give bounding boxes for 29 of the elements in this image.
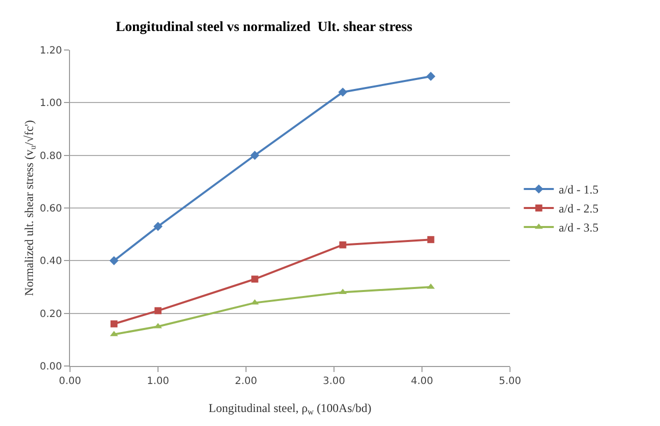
y-tick-label: 0.00	[40, 362, 62, 372]
x-tick-label: 0.00	[58, 376, 82, 387]
y-tick-label: 0.80	[40, 150, 62, 162]
y-tick-label: 0.60	[40, 204, 62, 214]
chart-title: Longitudinal steel vs normalized Ult. shear stress	[116, 20, 413, 36]
x-tick-label: 5.00	[498, 376, 522, 387]
point	[250, 150, 260, 160]
y-tick-label: 0.20	[40, 308, 62, 320]
point	[154, 307, 162, 314]
legend-label: a/d - 3.5	[558, 220, 598, 235]
y-tick-label: 0.40	[40, 256, 62, 268]
point	[339, 241, 346, 248]
x-tick-label: 1.00	[146, 376, 170, 387]
x-tick-label: 2.00	[234, 376, 258, 387]
point	[427, 236, 434, 244]
point	[110, 320, 118, 328]
x-axis-title: Longitudinal steel, ρ$_{w}$ (100As/bd)	[208, 401, 372, 417]
x-tick-label: 3.00	[322, 376, 346, 387]
point	[109, 256, 119, 266]
y-tick-label: 1.00	[40, 98, 62, 110]
legend-label: a/d - 2.5	[558, 202, 598, 216]
point	[338, 88, 348, 97]
point	[153, 222, 163, 231]
y-tick-label: 1.20	[40, 46, 62, 56]
point	[338, 288, 347, 294]
x-tick-label: 4.00	[410, 376, 434, 387]
point	[251, 276, 258, 283]
legend-label: a/d - 1.5	[558, 182, 598, 197]
point	[426, 72, 436, 81]
